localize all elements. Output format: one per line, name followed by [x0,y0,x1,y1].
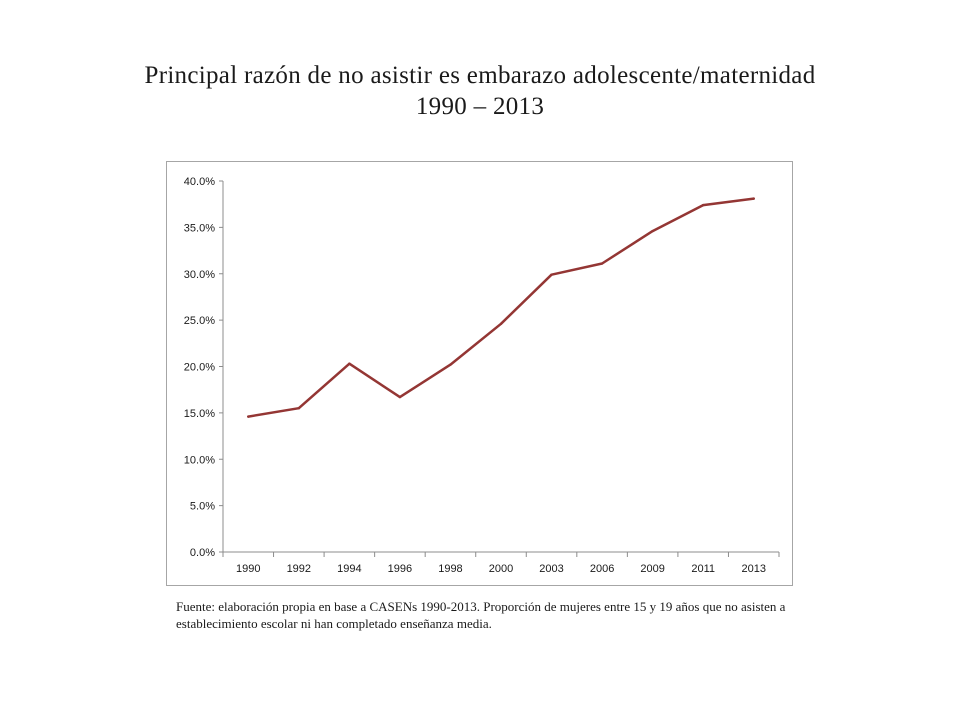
y-tick-label: 25.0% [184,315,215,327]
data-point [701,203,705,207]
y-tick-label: 5.0% [190,501,215,513]
x-tick-label: 1990 [236,563,260,575]
y-tick-label: 15.0% [184,408,215,420]
y-tick-label: 30.0% [184,269,215,281]
x-tick-label: 2011 [691,563,715,575]
data-point [247,415,250,418]
y-tick-label: 0.0% [190,547,215,559]
x-tick-label: 2013 [741,563,765,575]
x-tick-label: 2006 [590,563,614,575]
x-tick-label: 2003 [539,563,563,575]
x-tick-label: 1998 [438,563,462,575]
y-tick-label: 20.0% [184,362,215,374]
y-tick-label: 40.0% [184,176,215,188]
series-line [247,197,755,418]
slide-title: Principal razón de no asistir es embaraz… [0,60,960,122]
y-tick-label: 10.0% [184,454,215,466]
source-note: Fuente: elaboración propia en base a CAS… [176,599,786,631]
data-point [499,322,503,326]
data-point [398,395,402,399]
line-chart: 0.0% 5.0% 10.0% 15.0% 20.0% 25.0% 30.0% 35.0% 40… [166,161,793,586]
data-point [348,362,351,365]
x-tick-label: 1994 [337,563,361,575]
data-point [651,229,654,233]
x-tick-label: 1992 [287,563,311,575]
data-point [297,407,301,410]
data-point [600,262,604,265]
data-point [752,197,755,200]
data-point [550,273,553,276]
slide-title-line-2: 1990 – 2013 [415,93,545,120]
line-chart-canvas: 0.0% 5.0% 10.0% 15.0% 20.0% 25.0% 30.0% 35.0% 40… [184,176,780,575]
x-tick-label: 2000 [489,563,513,575]
slide-title-line-1: Principal razón de no asistir es embaraz… [144,62,816,89]
x-tick-label: 1996 [388,563,412,575]
y-tick-label: 35.0% [184,222,215,234]
x-tick-label: 2009 [640,563,664,575]
data-point [449,363,452,366]
